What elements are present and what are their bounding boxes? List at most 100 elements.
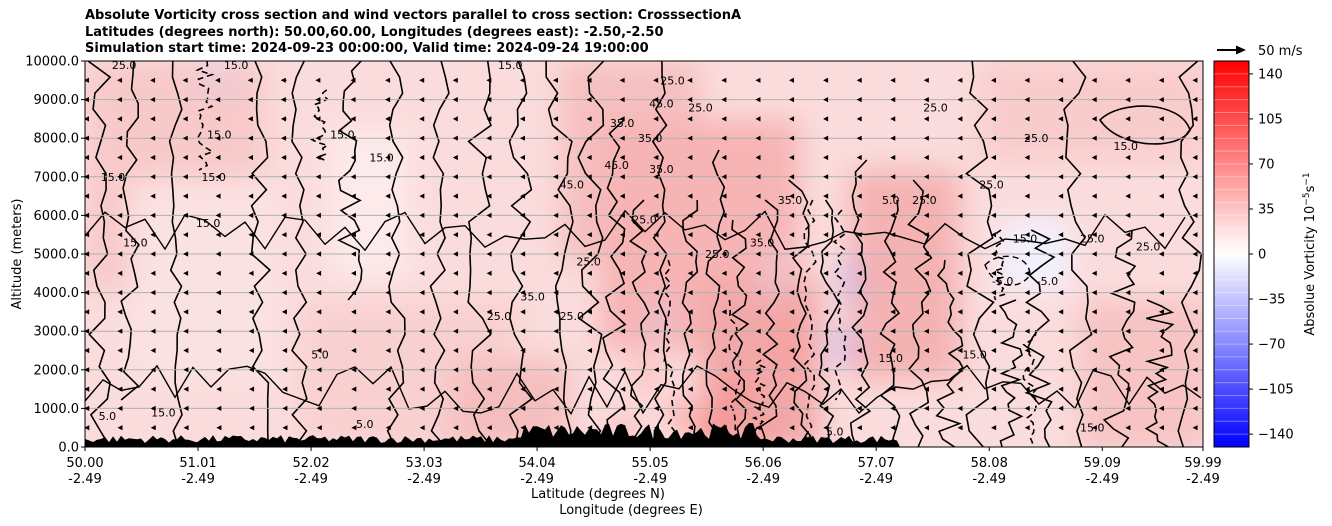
- wind-vector-head: [586, 174, 592, 180]
- wind-vector-head: [856, 116, 862, 122]
- wind-vector-head: [1024, 116, 1030, 122]
- wind-vector-head: [553, 347, 559, 354]
- wind-vector-head: [316, 386, 322, 392]
- contour-label: 15.0: [123, 236, 148, 249]
- wind-vector-head: [1058, 193, 1064, 199]
- wind-vector-head: [1192, 232, 1198, 238]
- wind-vector-head: [687, 367, 693, 373]
- wind-vector-head: [216, 386, 222, 392]
- wind-vector-head: [281, 193, 287, 199]
- wind-vector-head: [1058, 328, 1064, 334]
- wind-vector-head: [419, 270, 425, 276]
- wind-vector-head: [351, 270, 357, 276]
- contour-label: 25.0: [979, 179, 1004, 192]
- wind-vector-head: [553, 154, 559, 161]
- wind-vector-head: [1158, 347, 1164, 354]
- x-tick-label-latitude: 59.09: [1084, 456, 1121, 471]
- wind-vector-head: [1158, 367, 1164, 373]
- wind-vector-head: [117, 212, 123, 218]
- wind-vector-head: [385, 347, 391, 354]
- wind-vector-head: [823, 97, 829, 103]
- wind-vector-head: [1158, 270, 1164, 276]
- wind-vector-head: [823, 290, 829, 296]
- wind-vector-head: [957, 425, 963, 431]
- wind-vector-head: [1192, 405, 1198, 411]
- wind-vector-head: [1192, 290, 1198, 296]
- wind-vector-head: [856, 97, 862, 103]
- wind-vector-head: [991, 386, 997, 392]
- wind-vector-head: [789, 290, 795, 296]
- x-tick-label-latitude: 55.05: [632, 456, 669, 471]
- wind-vector-head: [182, 174, 188, 180]
- contour-label: 25.0: [487, 310, 512, 323]
- wind-vector-head: [385, 97, 391, 103]
- wind-vector-head: [856, 174, 862, 180]
- wind-vector-head: [1125, 367, 1131, 373]
- wind-vector-head: [755, 77, 761, 83]
- wind-vector-head: [856, 232, 862, 238]
- contour-line: [907, 179, 933, 447]
- wind-vector-head: [990, 135, 996, 141]
- wind-vector-head: [1158, 212, 1164, 218]
- wind-vector-head: [316, 425, 322, 431]
- contour-label: 25.0: [923, 101, 948, 114]
- wind-vector-head: [453, 367, 459, 373]
- wind-vector-head: [117, 77, 123, 83]
- wind-vector-head: [182, 116, 188, 122]
- wind-vector-head: [856, 193, 862, 199]
- wind-vector-head: [150, 135, 156, 141]
- wind-vector-head: [789, 270, 795, 276]
- wind-vector-head: [452, 251, 458, 257]
- wind-vector-head: [789, 425, 795, 431]
- wind-vector-head: [923, 270, 929, 276]
- wind-vector-head: [316, 347, 322, 354]
- wind-vector-head: [419, 97, 425, 103]
- y-tick-label: 5000.0: [34, 248, 80, 263]
- contour-label: 15.0: [498, 59, 523, 72]
- wind-vector-head: [315, 97, 321, 103]
- wind-vector-head: [182, 77, 188, 83]
- wind-vector-head: [247, 135, 253, 141]
- wind-vector-head: [385, 193, 391, 199]
- wind-vector-head: [823, 405, 829, 411]
- contour-label: 15.0: [151, 406, 176, 419]
- wind-vector-head: [350, 251, 356, 257]
- wind-vector-head: [183, 405, 189, 411]
- contour-label: 35.0: [638, 132, 663, 145]
- contour-line: [337, 61, 363, 301]
- wind-vector-head: [957, 251, 963, 257]
- wind-vector-head: [586, 193, 592, 199]
- contour-label: 15.0: [330, 128, 355, 141]
- wind-vector-head: [1091, 290, 1097, 296]
- wind-vector-head: [923, 174, 929, 180]
- wind-vector-head: [923, 97, 929, 103]
- wind-vector-head: [1024, 251, 1030, 257]
- wind-vector-head: [957, 97, 963, 103]
- wind-vector-head: [553, 425, 559, 431]
- wind-vectors: [85, 77, 1198, 431]
- wind-vector-head: [520, 309, 526, 315]
- wind-vector-head: [653, 405, 659, 411]
- contour-label: 5.0: [826, 426, 844, 439]
- wind-vector-head: [721, 212, 727, 218]
- wind-vector-head: [249, 386, 255, 392]
- contour-line: [85, 209, 1186, 252]
- wind-vector-head: [486, 290, 492, 296]
- wind-vector-head: [281, 290, 287, 296]
- wind-vector-head: [281, 328, 287, 334]
- wind-vector-head: [856, 405, 862, 411]
- wind-vector-head: [519, 97, 525, 103]
- wind-vector-head: [553, 135, 559, 141]
- wind-vector-head: [117, 251, 123, 257]
- wind-vector-head: [1125, 251, 1131, 257]
- wind-vector-head: [1058, 97, 1064, 103]
- wind-vector-head: [85, 135, 90, 141]
- contour-line: [730, 219, 750, 447]
- wind-vector-head: [789, 328, 795, 334]
- wind-vector-head: [1058, 135, 1064, 141]
- x-tick-label-latitude: 52.02: [292, 456, 329, 471]
- wind-vector-head: [248, 193, 254, 199]
- colorbar-tick-label: 0: [1258, 248, 1266, 263]
- wind-vector-head: [957, 232, 963, 238]
